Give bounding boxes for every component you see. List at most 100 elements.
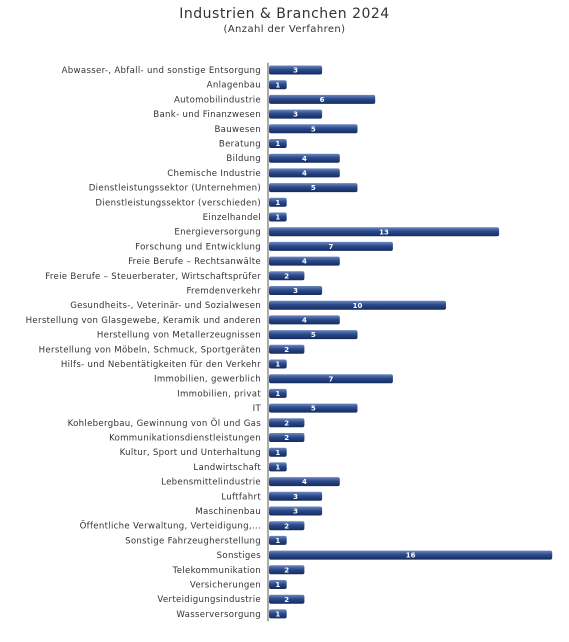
bar: [269, 433, 305, 442]
bar-value-label: 1: [275, 199, 280, 207]
bar: [269, 212, 287, 222]
bar-value-label: 4: [302, 317, 307, 325]
bar-value-label: 3: [293, 111, 298, 119]
bar: [269, 330, 358, 340]
category-label: Dienstleistungssektor (Unternehmen): [89, 184, 261, 194]
category-label: Freie Berufe – Steuerberater, Wirtschaft…: [45, 272, 261, 282]
category-label: Bildung: [226, 154, 261, 164]
category-label: IT: [253, 404, 262, 414]
bar: [269, 300, 446, 310]
category-label: Fremdenverkehr: [186, 287, 261, 297]
bar: [269, 94, 376, 104]
bar-value-label: 4: [302, 478, 307, 486]
category-label: Luftfahrt: [221, 492, 261, 502]
bar-value-label: 10: [353, 302, 363, 310]
bar: [269, 374, 393, 384]
bar: [269, 535, 287, 545]
category-label: Abwasser-, Abfall- und sonstige Entsorgu…: [62, 66, 261, 76]
bar: [269, 609, 287, 619]
category-label: Versicherungen: [190, 581, 261, 591]
category-label: Sonstiges: [217, 551, 262, 561]
bar-value-label: 5: [311, 331, 316, 339]
bar: [269, 550, 553, 560]
category-label: Kohlebergbau, Gewinnung von Öl und Gas: [68, 418, 262, 429]
bar-value-label: 2: [284, 346, 289, 354]
bar-value-label: 16: [406, 552, 416, 560]
bar-value-label: 1: [275, 581, 280, 589]
bar-value-label: 1: [275, 449, 280, 457]
bar: [269, 580, 287, 589]
bar: [269, 418, 305, 428]
bar-value-label: 4: [302, 155, 307, 163]
bar: [269, 506, 323, 516]
bar: [269, 477, 340, 487]
bar-value-label: 6: [320, 96, 325, 104]
chart-title: Industrien & Branchen 2024: [179, 6, 390, 22]
bar-value-label: 4: [302, 258, 307, 266]
category-label: Freie Berufe – Rechtsanwälte: [128, 257, 261, 267]
category-label: Immobilien, gewerblich: [154, 375, 261, 385]
category-label: Herstellung von Glasgewebe, Keramik und …: [26, 316, 261, 326]
bar: [269, 344, 305, 354]
category-label: Wasserversorgung: [176, 610, 261, 620]
category-label: Maschinenbau: [195, 507, 261, 517]
bar: [269, 594, 305, 604]
bar: [269, 521, 305, 531]
category-label: Lebensmittelindustrie: [161, 478, 261, 488]
chart-subtitle: (Anzahl der Verfahren): [223, 24, 346, 35]
bar-value-label: 3: [293, 493, 298, 501]
bar: [269, 256, 340, 266]
bar: [269, 139, 287, 148]
category-label: Anlagenbau: [207, 81, 261, 91]
bar: [269, 271, 305, 281]
category-label: Landwirtschaft: [193, 463, 261, 473]
bar-value-label: 1: [275, 390, 280, 398]
category-label: Immobilien, privat: [177, 389, 261, 399]
bar: [269, 109, 323, 119]
bar: [269, 153, 340, 163]
bar-value-label: 2: [284, 566, 289, 574]
category-label: Bank- und Finanzwesen: [153, 110, 261, 120]
bar: [269, 124, 358, 134]
category-label: Automobilindustrie: [174, 95, 261, 105]
bar-value-label: 1: [275, 81, 280, 89]
category-label: Chemische Industrie: [167, 169, 261, 179]
bar: [269, 491, 323, 501]
category-label: Telekommunikation: [172, 566, 261, 576]
bar-value-label: 2: [284, 419, 289, 427]
bar: [269, 197, 287, 207]
bar: [269, 388, 287, 398]
bar-value-label: 3: [293, 508, 298, 516]
category-label: Bauwesen: [214, 125, 261, 135]
category-label: Verteidigungsindustrie: [157, 595, 261, 605]
category-label: Dienstleistungssektor (verschieden): [95, 198, 261, 208]
category-label: Einzelhandel: [203, 213, 261, 223]
category-label: Hilfs- und Nebentätigkeiten für den Verk…: [61, 360, 261, 370]
bar-value-label: 2: [284, 596, 289, 604]
category-label: Herstellung von Metallerzeugnissen: [97, 331, 261, 341]
bar-value-label: 13: [379, 228, 389, 236]
category-label: Kultur, Sport und Unterhaltung: [120, 448, 261, 458]
category-label: Kommunikationsdienstleistungen: [109, 434, 261, 444]
bar: [269, 65, 323, 75]
bar-value-label: 3: [293, 67, 298, 75]
bar: [269, 241, 393, 251]
bar-value-label: 7: [329, 375, 334, 383]
bar-value-label: 1: [275, 464, 280, 472]
bar-value-label: 5: [311, 125, 316, 133]
category-label: Gesundheits-, Veterinär- und Sozialwesen: [70, 301, 261, 311]
bar: [269, 183, 358, 193]
bar-value-label: 1: [275, 214, 280, 222]
bar: [269, 80, 287, 90]
bar: [269, 286, 323, 295]
bar-value-label: 7: [329, 243, 334, 251]
bar-value-label: 2: [284, 522, 289, 530]
bar-value-label: 1: [275, 140, 280, 148]
bar: [269, 462, 287, 472]
bar-value-label: 1: [275, 611, 280, 619]
bar: [269, 447, 287, 457]
bar-value-label: 5: [311, 405, 316, 413]
category-label: Herstellung von Möbeln, Schmuck, Sportge…: [39, 345, 261, 355]
bar: [269, 565, 305, 575]
